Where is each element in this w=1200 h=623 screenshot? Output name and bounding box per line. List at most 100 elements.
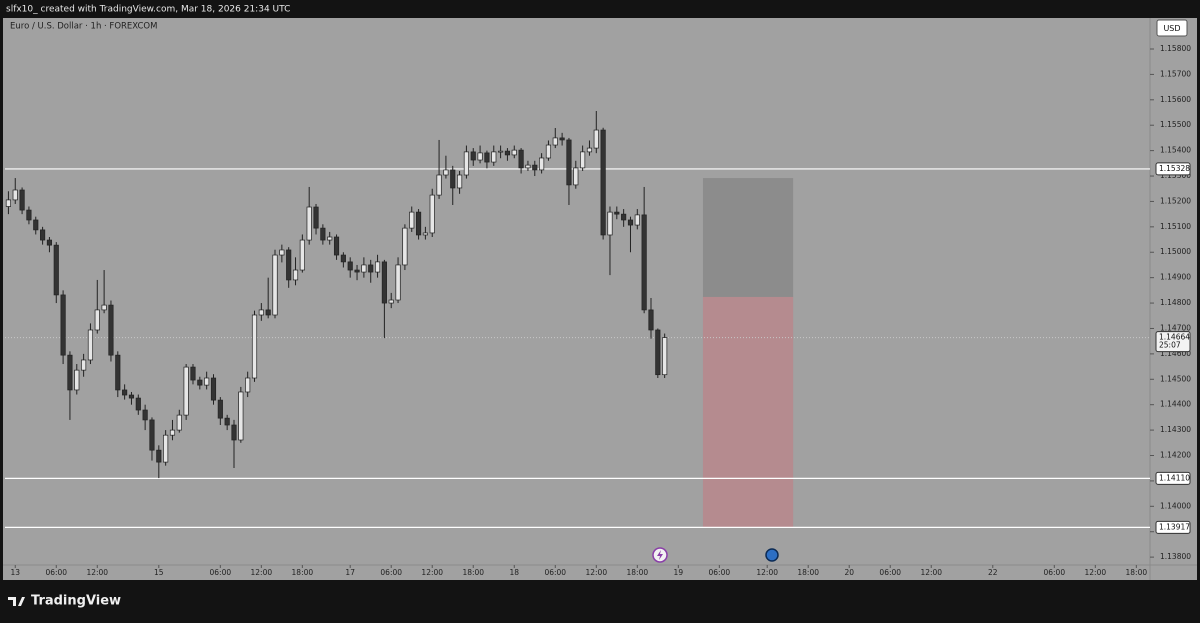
x-tick-label: 06:00	[709, 568, 731, 577]
last-price-box	[1155, 331, 1191, 353]
chart-title: Euro / U.S. Dollar · 1h · FOREXCOM	[10, 22, 157, 32]
chart-panel	[3, 18, 1197, 580]
candle-body	[272, 254, 278, 316]
candle-body	[333, 236, 340, 256]
labels: 1.138001.139001.140001.141001.142001.143…	[10, 44, 1191, 577]
candle-body	[381, 261, 387, 304]
candle-body	[559, 137, 565, 141]
x-tick-label: 18:00	[797, 568, 819, 577]
x-tick-label: 19	[674, 568, 684, 577]
candle-body	[19, 189, 25, 211]
candle-body	[231, 424, 237, 441]
y-tick-label: 1.14300	[1160, 425, 1191, 434]
y-tick-label: 1.15800	[1160, 44, 1191, 53]
candle-body	[586, 147, 593, 153]
x-tick-label: 12:00	[86, 568, 108, 577]
candle-body	[429, 194, 435, 234]
candle-body	[67, 354, 73, 391]
candle-body	[580, 151, 586, 169]
candle-body	[545, 144, 552, 159]
y-tick-label: 1.14600	[1160, 349, 1191, 358]
candle-body	[511, 149, 517, 156]
candle-body	[108, 304, 114, 356]
candle-body	[450, 169, 456, 189]
x-tick-label: 12:00	[756, 568, 778, 577]
candle-body	[518, 149, 524, 169]
candle-body	[409, 211, 415, 229]
candle-body	[94, 309, 100, 331]
candle-body	[5, 199, 11, 207]
y-tick-label: 1.14900	[1160, 273, 1191, 282]
candle-body	[33, 219, 39, 231]
candle-body	[313, 206, 319, 229]
x-tick-label: 18	[509, 568, 519, 577]
candle-body	[204, 377, 210, 386]
candle-body	[320, 227, 326, 241]
candle-body	[354, 269, 360, 273]
level-label-box	[1155, 162, 1191, 176]
candle-body	[101, 304, 107, 311]
y-tick-label: 1.13800	[1160, 552, 1191, 561]
candle-body	[286, 249, 292, 281]
candle-body	[600, 129, 606, 236]
candle-body	[306, 206, 312, 241]
candle-body	[436, 174, 442, 196]
candle-body	[415, 211, 422, 236]
y-tick-label: 1.15500	[1160, 120, 1191, 129]
candle-body	[552, 137, 558, 146]
candle-body	[265, 309, 271, 316]
y-tick-label: 1.14000	[1160, 501, 1191, 510]
candle-body	[183, 366, 189, 416]
currency-box[interactable]	[1156, 19, 1188, 37]
position-target-zone	[702, 296, 794, 528]
x-tick-label: 12:00	[920, 568, 942, 577]
last-price-label: 1.14664	[1159, 333, 1190, 342]
level-label: 1.14110	[1159, 473, 1190, 482]
candle-body	[532, 164, 538, 171]
candle-body	[156, 449, 162, 463]
candle-body	[169, 429, 176, 436]
candle-body	[347, 261, 353, 271]
x-tick-label: 22	[988, 568, 998, 577]
candle-body	[368, 264, 374, 273]
candle-body	[210, 377, 217, 401]
x-tick-label: 06:00	[879, 568, 901, 577]
y-tick-label: 1.14500	[1160, 374, 1191, 383]
x-tick-label: 18:00	[462, 568, 484, 577]
candle-body	[46, 239, 53, 246]
countdown-label: 25:07	[1159, 341, 1181, 350]
level-label: 1.13917	[1159, 522, 1190, 531]
candle-body	[566, 139, 572, 186]
candle-body	[122, 389, 128, 396]
candle-body	[224, 417, 230, 426]
candle-body	[477, 152, 483, 161]
candle-body	[614, 211, 620, 215]
x-tick-label: 06:00	[380, 568, 402, 577]
y-tick-label: 1.15700	[1160, 69, 1191, 78]
level-label-box	[1155, 520, 1191, 534]
x-tick-label: 18:00	[627, 568, 649, 577]
candle-body	[361, 264, 367, 273]
candle-body	[135, 397, 141, 411]
x-tick-label: 17	[345, 568, 355, 577]
candle-body	[374, 261, 381, 273]
x-tick-label: 06:00	[210, 568, 232, 577]
candle-body	[422, 232, 428, 236]
candle-body	[279, 249, 285, 256]
candle-body	[81, 359, 87, 371]
candle-body	[627, 219, 634, 226]
candle-body	[634, 214, 640, 226]
candle-body	[115, 354, 121, 391]
candle-body	[402, 227, 408, 266]
x-tick-label: 06:00	[45, 568, 67, 577]
y-tick-label: 1.15400	[1160, 146, 1191, 155]
currency[interactable]: USD	[1163, 24, 1180, 33]
candle-body	[539, 157, 545, 171]
event-icon[interactable]	[765, 548, 779, 562]
y-tick-label: 1.15200	[1160, 196, 1191, 205]
candle-body	[470, 151, 476, 161]
candle-body	[504, 150, 511, 156]
level-label: 1.15328	[1159, 164, 1190, 173]
candle-body	[217, 399, 223, 419]
candle-body	[327, 236, 333, 241]
